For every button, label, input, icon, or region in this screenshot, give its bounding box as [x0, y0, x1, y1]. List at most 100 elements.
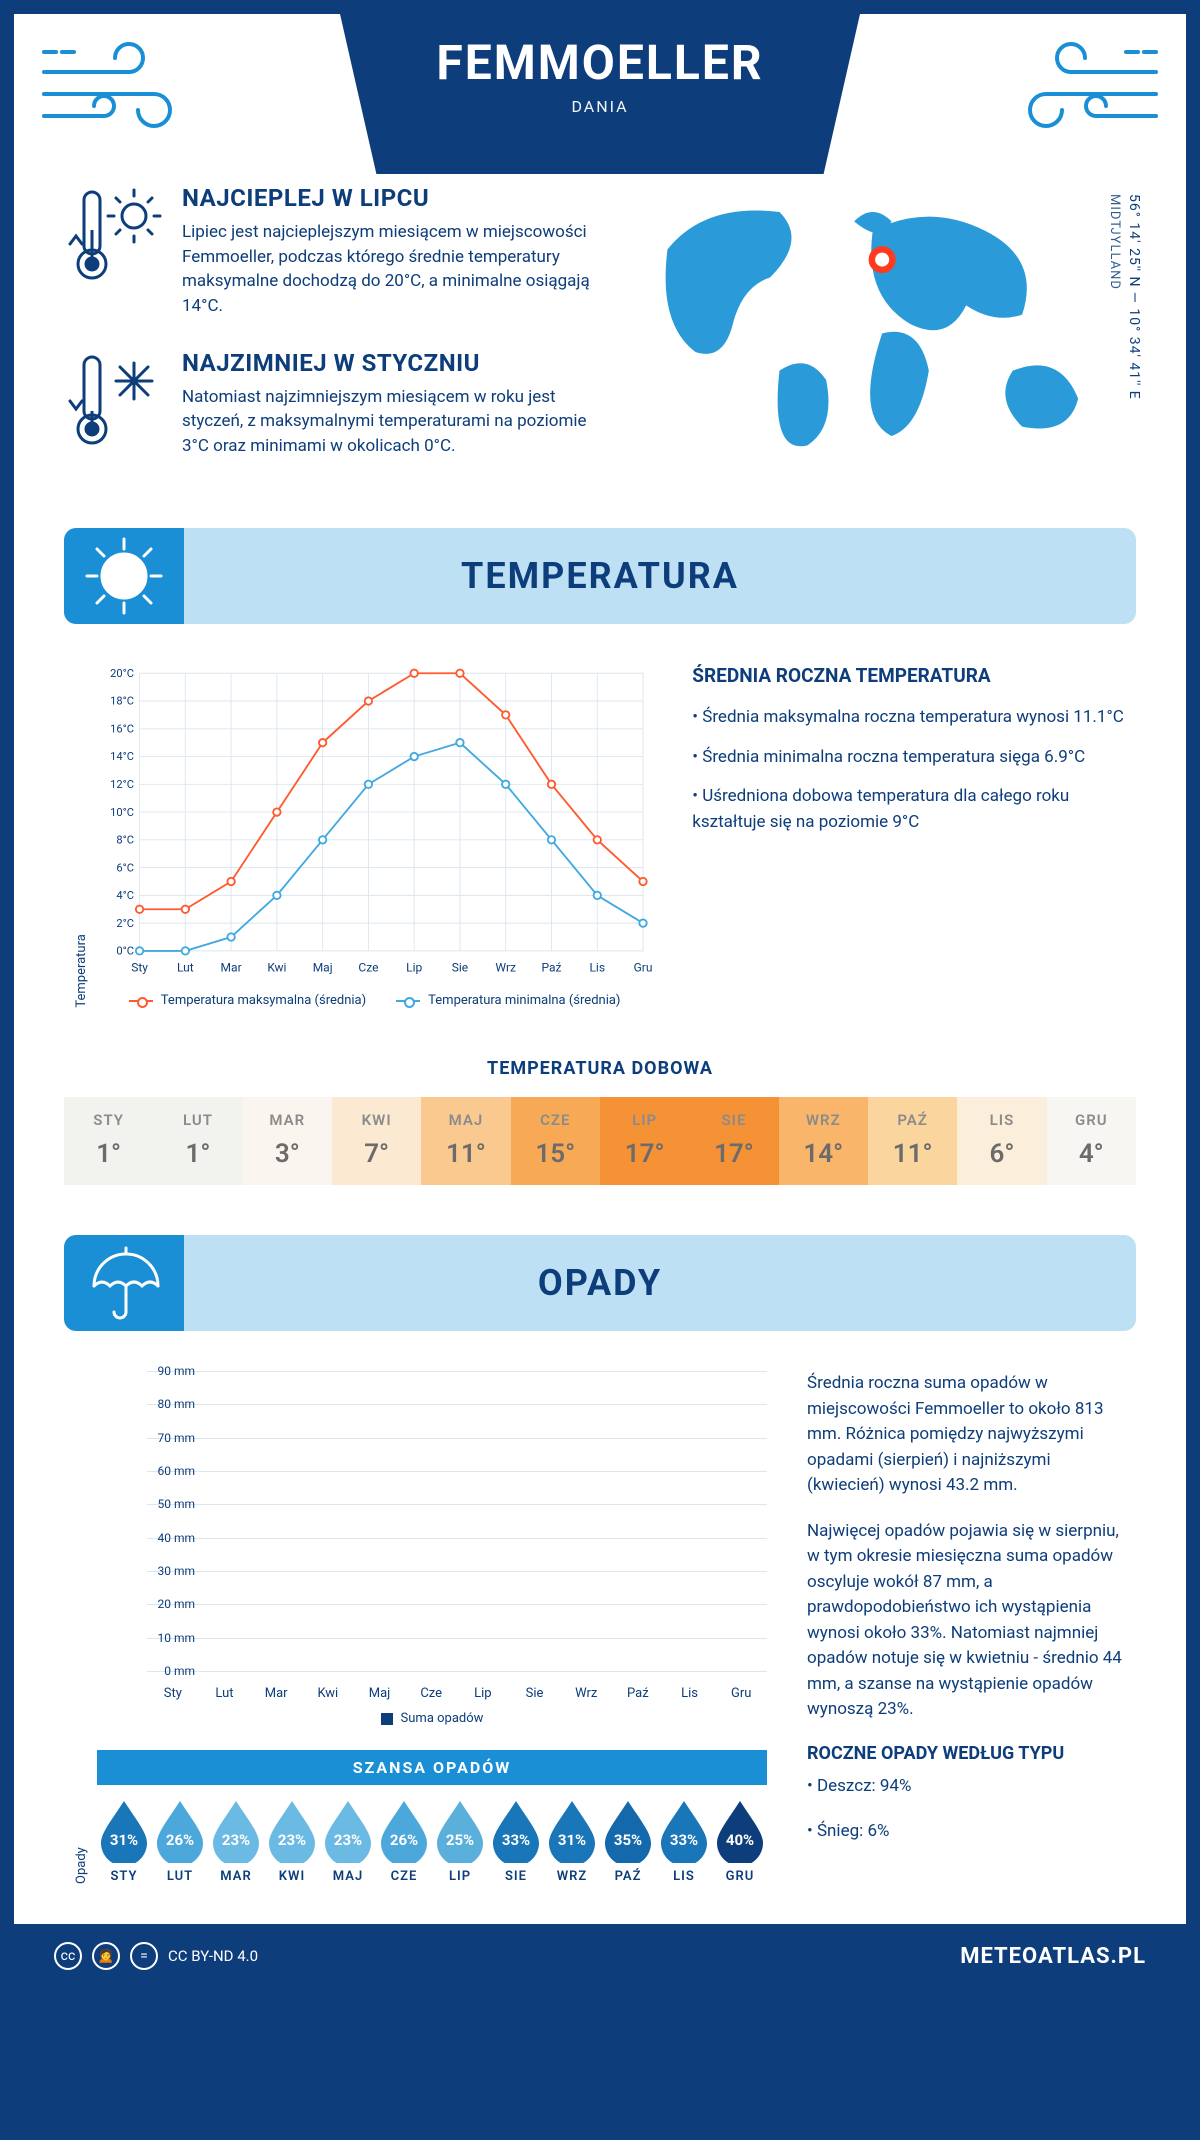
- license-row: cc 🙍 = CC BY-ND 4.0: [54, 1942, 258, 1970]
- svg-text:Cze: Cze: [358, 961, 378, 975]
- svg-text:6°C: 6°C: [116, 862, 134, 875]
- daily-temp-table: STY1°LUT1°MAR3°KWI7°MAJ11°CZE15°LIP17°SI…: [64, 1097, 1136, 1185]
- precip-block: Opady 0 mm10 mm20 mm30 mm40 mm50 mm60 mm…: [14, 1331, 1186, 1904]
- raindrop-icon: 26%: [153, 1799, 207, 1863]
- overview-row: NAJCIEPLEJ W LIPCU Lipiec jest najcieple…: [14, 174, 1186, 528]
- rain-chance-cell: 23% MAJ: [321, 1799, 375, 1884]
- daily-temp-cell: MAJ11°: [421, 1097, 510, 1185]
- daily-temp-cell: MAR3°: [243, 1097, 332, 1185]
- temperature-block: Temperatura 0°C2°C4°C6°C8°C10°C12°C14°C1…: [14, 624, 1186, 1028]
- rain-chance-row: 31% STY 26% LUT 23% MAR 23% KWI 23% MAJ: [97, 1799, 767, 1884]
- country-subtitle: DANIA: [340, 97, 860, 116]
- wind-icon: [34, 32, 184, 142]
- rain-chance-title: SZANSA OPADÓW: [97, 1750, 767, 1785]
- warmest-info: NAJCIEPLEJ W LIPCU Lipiec jest najcieple…: [64, 184, 598, 319]
- location-marker-icon: [872, 249, 893, 270]
- daily-temp-cell: PAŹ11°: [868, 1097, 957, 1185]
- svg-text:Mar: Mar: [221, 961, 242, 975]
- cc-icon: cc: [54, 1942, 82, 1970]
- svg-text:16°C: 16°C: [110, 723, 134, 736]
- nd-icon: =: [130, 1942, 158, 1970]
- rain-chance-cell: 33% SIE: [489, 1799, 543, 1884]
- wind-icon: [1016, 32, 1166, 142]
- raindrop-icon: 23%: [265, 1799, 319, 1863]
- thermometer-cold-icon: [64, 349, 164, 449]
- raindrop-icon: 33%: [657, 1799, 711, 1863]
- page: FEMMOELLER DANIA: [0, 0, 1200, 2002]
- rain-chance-cell: 23% MAR: [209, 1799, 263, 1884]
- avg-temp-bullet: • Średnia minimalna roczna temperatura s…: [692, 745, 1126, 771]
- legend-max: Temperatura maksymalna (średnia): [161, 993, 366, 1008]
- coords-label: 56° 14' 25'' N — 10° 34' 41'' E: [1126, 194, 1142, 400]
- coldest-heading: NAJZIMNIEJ W STYCZNIU: [182, 349, 598, 377]
- overview-text-col: NAJCIEPLEJ W LIPCU Lipiec jest najcieple…: [64, 184, 598, 488]
- rain-chance-cell: 35% PAŹ: [601, 1799, 655, 1884]
- svg-text:14°C: 14°C: [110, 751, 134, 764]
- svg-text:12°C: 12°C: [110, 778, 134, 791]
- daily-temp-cell: LIS6°: [957, 1097, 1046, 1185]
- daily-temp-cell: KWI7°: [332, 1097, 421, 1185]
- daily-temp-cell: SIE17°: [689, 1097, 778, 1185]
- rain-chance-cell: 40% GRU: [713, 1799, 767, 1884]
- svg-text:Sie: Sie: [452, 961, 468, 975]
- svg-text:20°C: 20°C: [110, 667, 134, 680]
- daily-temp-cell: LIP17°: [600, 1097, 689, 1185]
- rain-chance-cell: 23% KWI: [265, 1799, 319, 1884]
- region-label: MIDTJYLLAND: [1107, 194, 1122, 290]
- precip-legend: Suma opadów: [97, 1711, 767, 1726]
- coldest-info: NAJZIMNIEJ W STYCZNIU Natomiast najzimni…: [64, 349, 598, 459]
- svg-text:Lip: Lip: [406, 961, 422, 975]
- precip-type-bullet: • Śnieg: 6%: [807, 1819, 1126, 1845]
- header: FEMMOELLER DANIA: [14, 14, 1186, 174]
- svg-text:Lis: Lis: [589, 961, 605, 975]
- svg-text:Lut: Lut: [177, 961, 194, 975]
- raindrop-icon: 40%: [713, 1799, 767, 1863]
- world-map-icon: [628, 184, 1136, 464]
- thermometer-hot-icon: [64, 184, 164, 284]
- precip-heading: OPADY: [184, 1262, 1136, 1304]
- temperature-line-chart: Temperatura 0°C2°C4°C6°C8°C10°C12°C14°C1…: [74, 664, 652, 1008]
- sun-icon: [64, 528, 184, 624]
- svg-text:4°C: 4°C: [116, 890, 134, 903]
- temp-legend: Temperatura maksymalna (średnia) Tempera…: [97, 993, 652, 1008]
- svg-text:Maj: Maj: [313, 961, 333, 975]
- raindrop-icon: 33%: [489, 1799, 543, 1863]
- raindrop-icon: 31%: [97, 1799, 151, 1863]
- warmest-heading: NAJCIEPLEJ W LIPCU: [182, 184, 598, 212]
- svg-text:Wrz: Wrz: [495, 961, 516, 975]
- title-banner: FEMMOELLER DANIA: [340, 14, 860, 174]
- svg-text:8°C: 8°C: [116, 834, 134, 847]
- svg-text:Kwi: Kwi: [267, 961, 286, 975]
- raindrop-icon: 23%: [321, 1799, 375, 1863]
- svg-text:10°C: 10°C: [110, 806, 134, 819]
- svg-text:0°C: 0°C: [116, 945, 134, 958]
- precip-y-axis-label: Opady: [74, 1371, 89, 1884]
- avg-temp-heading: ŚREDNIA ROCZNA TEMPERATURA: [692, 664, 1126, 687]
- avg-temp-bullet: • Uśredniona dobowa temperatura dla całe…: [692, 784, 1126, 835]
- daily-temp-cell: WRZ14°: [779, 1097, 868, 1185]
- avg-temp-bullet: • Średnia maksymalna roczna temperatura …: [692, 705, 1126, 731]
- daily-temp-title: TEMPERATURA DOBOWA: [14, 1058, 1186, 1079]
- rain-chance-cell: 31% WRZ: [545, 1799, 599, 1884]
- precip-bar-chart: Opady 0 mm10 mm20 mm30 mm40 mm50 mm60 mm…: [74, 1371, 767, 1884]
- daily-temp-cell: CZE15°: [511, 1097, 600, 1185]
- location-title: FEMMOELLER: [340, 34, 860, 91]
- daily-temp-cell: GRU4°: [1047, 1097, 1136, 1185]
- raindrop-icon: 35%: [601, 1799, 655, 1863]
- precip-summary: Średnia roczna suma opadów w miejscowośc…: [807, 1371, 1126, 1884]
- svg-text:Paź: Paź: [541, 961, 561, 975]
- temperature-summary: ŚREDNIA ROCZNA TEMPERATURA • Średnia mak…: [692, 664, 1126, 1008]
- legend-min: Temperatura minimalna (średnia): [428, 993, 620, 1008]
- warmest-body: Lipiec jest najcieplejszym miesiącem w m…: [182, 220, 598, 319]
- precip-section-banner: OPADY: [64, 1235, 1136, 1331]
- rain-chance-cell: 33% LIS: [657, 1799, 711, 1884]
- by-icon: 🙍: [92, 1942, 120, 1970]
- precip-type-heading: ROCZNE OPADY WEDŁUG TYPU: [807, 1743, 1126, 1764]
- precip-para: Najwięcej opadów pojawia się w sierpniu,…: [807, 1519, 1126, 1723]
- raindrop-icon: 25%: [433, 1799, 487, 1863]
- rain-chance-cell: 26% LUT: [153, 1799, 207, 1884]
- coldest-body: Natomiast najzimniejszym miesiącem w rok…: [182, 385, 598, 459]
- umbrella-icon: [64, 1235, 184, 1331]
- map-col: MIDTJYLLAND 56° 14' 25'' N — 10° 34' 41'…: [628, 184, 1136, 488]
- rain-chance-cell: 25% LIP: [433, 1799, 487, 1884]
